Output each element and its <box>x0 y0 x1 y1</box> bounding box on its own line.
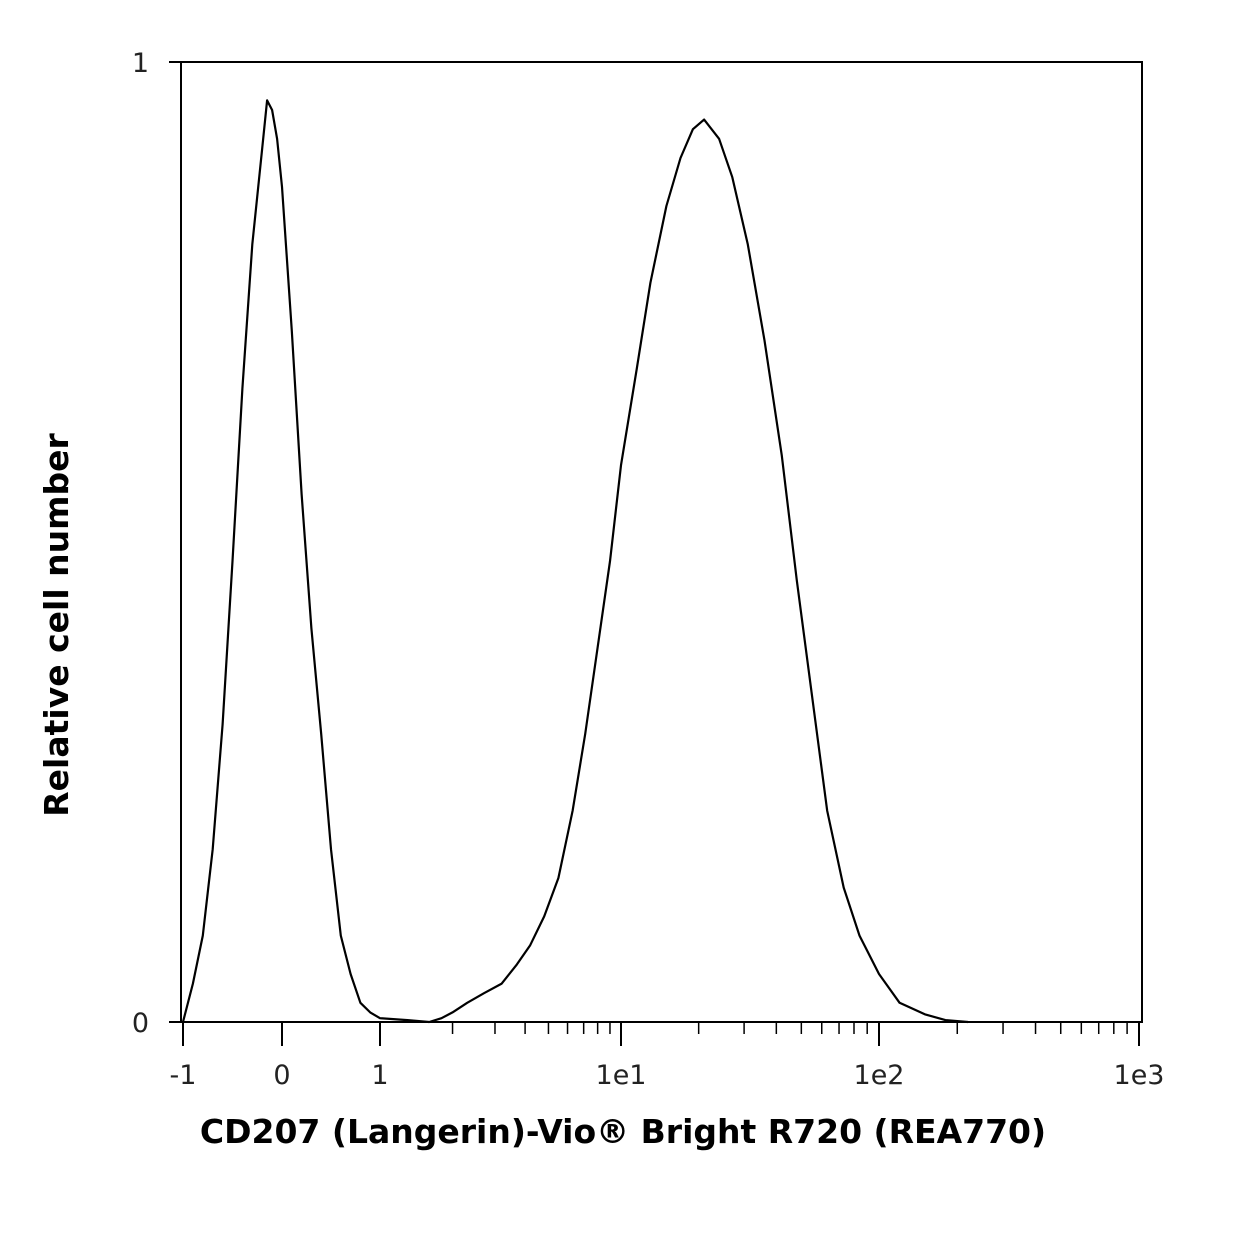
x-tick-label: 1e3 <box>1114 1060 1165 1091</box>
x-tick-label: 1e2 <box>854 1060 905 1091</box>
tick-marks <box>169 61 1140 1046</box>
histogram-series-line <box>181 99 969 1024</box>
x-axis-title: CD207 (Langerin)-Vio® Bright R720 (REA77… <box>200 1112 1046 1151</box>
x-tick-label: 1e1 <box>596 1060 647 1091</box>
x-tick-label: 0 <box>273 1060 290 1091</box>
tick-labels: -1 0 1 1e1 1e2 1e3 0 1 <box>132 48 1165 1091</box>
y-axis-title: Relative cell number <box>37 433 76 817</box>
series-layer <box>181 99 969 1024</box>
y-tick-label: 1 <box>132 48 149 79</box>
x-tick-label: -1 <box>170 1060 197 1091</box>
y-tick-label: 0 <box>132 1008 149 1039</box>
x-tick-label: 1 <box>371 1060 388 1091</box>
plot-frame <box>180 61 1143 1023</box>
